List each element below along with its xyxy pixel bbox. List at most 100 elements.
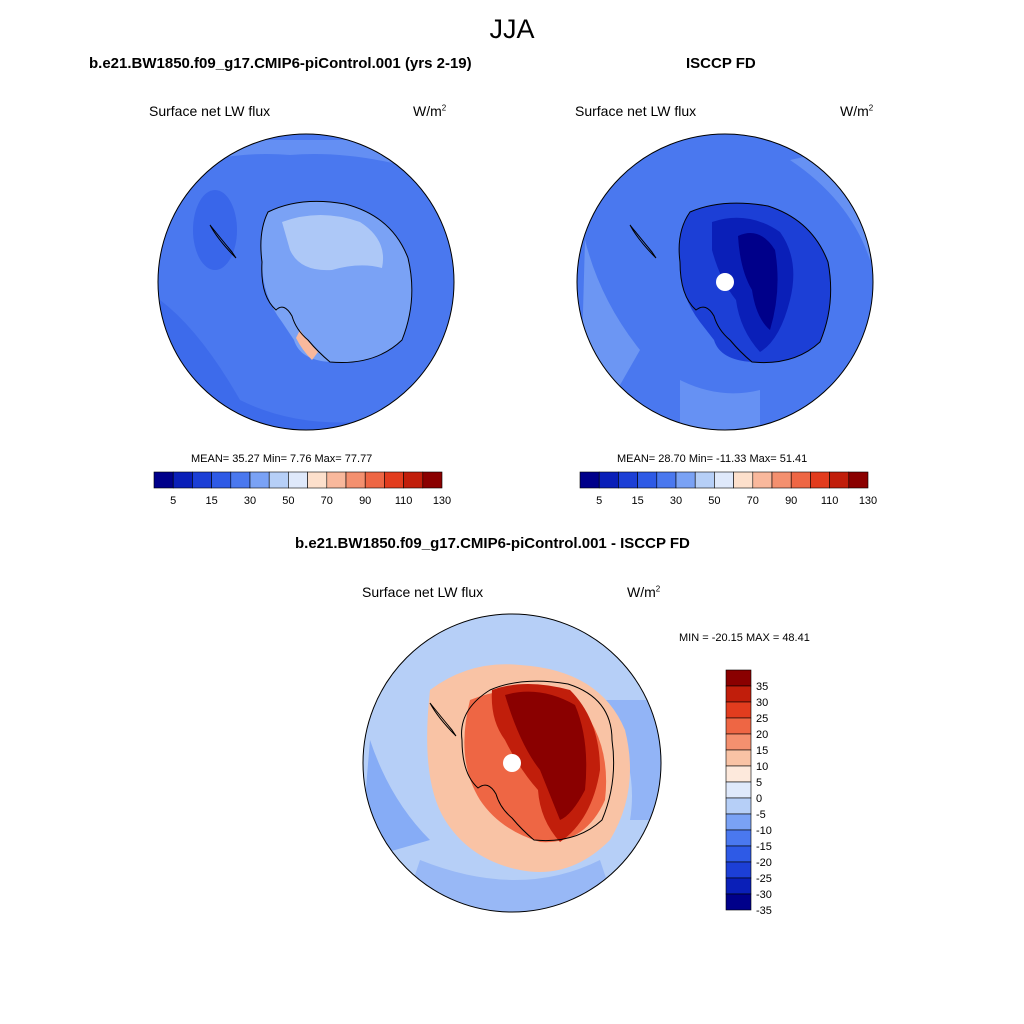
- panel1-variable-label: Surface net LW flux: [149, 103, 271, 119]
- colorbar-box: [192, 471, 212, 489]
- colorbar-box: [153, 471, 174, 489]
- colorbar-tick-label: 5: [596, 495, 602, 507]
- panel1-units: W/m2: [413, 103, 447, 119]
- panel3-colorbar: 35 30 25 20 15 10 5 0 -5 -10 -15 -20 -25 -30 -35: [725, 669, 772, 917]
- colorbar-box: [733, 471, 754, 489]
- colorbar-box: [725, 861, 752, 879]
- panel2-colorbar: 5 15 30 50 70 90 110 130: [579, 471, 877, 507]
- colorbar-box: [829, 471, 850, 489]
- colorbar-box: [725, 733, 752, 751]
- colorbar-tick-label: -20: [756, 857, 772, 869]
- colorbar-box: [725, 669, 752, 687]
- colorbar-box: [725, 829, 752, 847]
- colorbar-tick-label: 10: [756, 761, 768, 773]
- colorbar-box: [725, 797, 752, 815]
- colorbar-tick-label: 25: [756, 713, 768, 725]
- panel3-map: [362, 613, 662, 913]
- panel1-plateau-light: [282, 215, 384, 271]
- panel3-warm-max: [505, 691, 587, 820]
- panel1-map: [157, 133, 455, 431]
- main-title: JJA: [489, 14, 535, 44]
- colorbar-box: [364, 471, 385, 489]
- panel1-warm-patch: [296, 330, 318, 360]
- colorbar-box: [384, 471, 404, 489]
- colorbar-tick-label: -30: [756, 889, 772, 901]
- colorbar-tick-label: -5: [756, 809, 766, 821]
- colorbar-tick-label: 35: [756, 681, 768, 693]
- colorbar-box: [345, 471, 366, 489]
- colorbar-box: [725, 877, 752, 895]
- colorbar-box: [790, 471, 811, 489]
- panel2-stats: MEAN= 28.70 Min= -11.33 Max= 51.41: [617, 453, 808, 465]
- colorbar-box: [656, 471, 677, 489]
- colorbar-tick-label: 50: [282, 495, 294, 507]
- colorbar-box: [810, 471, 830, 489]
- colorbar-box: [326, 471, 347, 489]
- colorbar-tick-label: 15: [756, 745, 768, 757]
- colorbar-tick-label: 110: [395, 495, 413, 507]
- panel3-pole-hole: [503, 754, 521, 772]
- colorbar-tick-label: 5: [756, 777, 762, 789]
- colorbar-tick-label: 90: [359, 495, 371, 507]
- panel1-west-low: [193, 190, 237, 270]
- panel3-variable-label: Surface net LW flux: [362, 584, 484, 600]
- colorbar-box: [637, 471, 658, 489]
- colorbar-box: [618, 471, 638, 489]
- panel2-south-light: [680, 380, 760, 430]
- panel3-title: b.e21.BW1850.f09_g17.CMIP6-piControl.001…: [295, 535, 690, 552]
- panel2-variable-label: Surface net LW flux: [575, 103, 697, 119]
- colorbar-box: [403, 471, 424, 489]
- colorbar-box: [725, 845, 752, 863]
- panel2-pole-hole: [716, 273, 734, 291]
- panel2-coastline: [629, 202, 832, 364]
- panel2-map-border: [576, 133, 874, 431]
- colorbar-tick-label: 50: [708, 495, 720, 507]
- colorbar-box: [725, 717, 752, 735]
- panel1-stats: MEAN= 35.27 Min= 7.76 Max= 77.77: [191, 453, 373, 465]
- colorbar-tick-label: 90: [785, 495, 797, 507]
- colorbar-box: [725, 749, 752, 767]
- panel3-map-border: [362, 613, 662, 913]
- colorbar-tick-label: 20: [756, 729, 768, 741]
- colorbar-tick-label: 130: [859, 495, 877, 507]
- colorbar-box: [725, 893, 752, 911]
- colorbar-box: [675, 471, 696, 489]
- colorbar-tick-label: 110: [821, 495, 839, 507]
- panel3-units: W/m2: [627, 584, 661, 600]
- colorbar-box: [694, 471, 715, 489]
- colorbar-tick-label: 30: [244, 495, 256, 507]
- colorbar-box: [598, 471, 619, 489]
- panel3-stats: MIN = -20.15 MAX = 48.41: [679, 632, 810, 644]
- colorbar-box: [422, 471, 443, 489]
- colorbar-box: [714, 471, 734, 489]
- panel2-map: [576, 133, 874, 431]
- colorbar-box: [771, 471, 792, 489]
- colorbar-box: [249, 471, 270, 489]
- panel1-coastline: [209, 200, 413, 364]
- colorbar-box: [288, 471, 308, 489]
- colorbar-tick-label: 15: [631, 495, 643, 507]
- colorbar-tick-label: 30: [756, 697, 768, 709]
- panel1-map-border: [157, 133, 455, 431]
- colorbar-box: [172, 471, 193, 489]
- colorbar-tick-label: 0: [756, 793, 762, 805]
- colorbar-box: [579, 471, 600, 489]
- colorbar-box: [752, 471, 773, 489]
- colorbar-box: [230, 471, 251, 489]
- colorbar-tick-label: 5: [170, 495, 176, 507]
- colorbar-tick-label: 70: [747, 495, 759, 507]
- colorbar-box: [725, 685, 752, 703]
- panel1-title: b.e21.BW1850.f09_g17.CMIP6-piControl.001…: [89, 55, 472, 72]
- colorbar-tick-label: -35: [756, 905, 772, 917]
- panel3-coastline: [429, 680, 615, 842]
- panel2-units: W/m2: [840, 103, 874, 119]
- panel2-plateau-core: [738, 233, 778, 330]
- colorbar-box: [268, 471, 289, 489]
- colorbar-tick-label: 130: [433, 495, 451, 507]
- colorbar-box: [725, 781, 752, 799]
- colorbar-tick-label: -15: [756, 841, 772, 853]
- colorbar-box: [725, 701, 752, 719]
- colorbar-box: [848, 471, 869, 489]
- colorbar-tick-label: 30: [670, 495, 682, 507]
